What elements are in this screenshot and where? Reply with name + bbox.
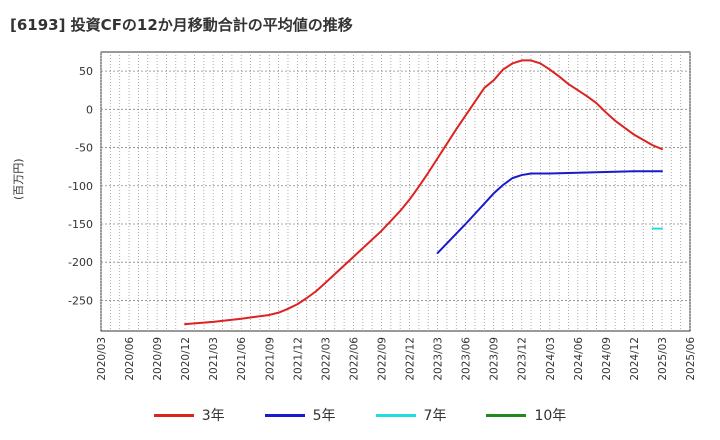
x-tick-label: 2023/09	[489, 337, 501, 381]
legend-label: 10年	[534, 408, 567, 424]
legend-item: 7年	[375, 405, 447, 425]
x-tick-label: 2021/09	[264, 337, 276, 381]
legend-swatch	[153, 413, 194, 417]
y-tick-label: -250	[68, 294, 93, 307]
y-tick-label: 0	[86, 103, 93, 116]
series-line-1	[436, 170, 663, 255]
legend-label: 5年	[312, 408, 336, 424]
x-tick-label: 2023/06	[461, 337, 473, 381]
legend-swatch	[264, 413, 305, 417]
x-tick-label: 2022/06	[348, 337, 360, 381]
legend: 3年 5年 7年 10年	[0, 405, 720, 425]
legend-item: 3年	[153, 405, 225, 425]
legend-label: 7年	[423, 408, 447, 424]
legend-item: 5年	[264, 405, 336, 425]
legend-label: 3年	[201, 408, 225, 424]
x-tick-label: 2020/06	[124, 337, 136, 381]
x-tick-label: 2024/12	[629, 337, 641, 381]
x-tick-label: 2023/12	[517, 337, 529, 381]
x-tick-label: 2021/06	[236, 337, 248, 381]
x-tick-label: 2020/12	[180, 337, 192, 381]
legend-swatch	[375, 413, 416, 417]
x-tick-label: 2024/03	[545, 337, 557, 381]
x-tick-label: 2020/03	[96, 337, 108, 381]
x-tick-label: 2022/09	[376, 337, 388, 381]
y-tick-label: 50	[79, 65, 93, 78]
series-line-0	[184, 59, 663, 326]
x-tick-label: 2025/03	[657, 337, 669, 381]
y-tick-label: -200	[68, 256, 93, 269]
legend-item: 10年	[486, 405, 566, 425]
x-tick-label: 2022/03	[320, 337, 332, 381]
plot-area	[100, 51, 691, 332]
y-tick-label: -50	[75, 142, 93, 155]
legend-swatch	[486, 413, 527, 417]
y-tick-label: -100	[68, 180, 93, 193]
x-tick-label: 2024/09	[601, 337, 613, 381]
x-tick-label: 2024/06	[573, 337, 585, 381]
chart-title: [6193] 投資CFの12か月移動合計の平均値の推移	[10, 16, 353, 34]
y-tick-label: -150	[68, 218, 93, 231]
x-tick-label: 2020/09	[152, 337, 164, 381]
x-tick-label: 2021/03	[208, 337, 220, 381]
x-tick-label: 2023/03	[433, 337, 445, 381]
x-tick-label: 2021/12	[292, 337, 304, 381]
x-tick-label: 2022/12	[405, 337, 417, 381]
x-tick-label: 2025/06	[685, 337, 697, 381]
